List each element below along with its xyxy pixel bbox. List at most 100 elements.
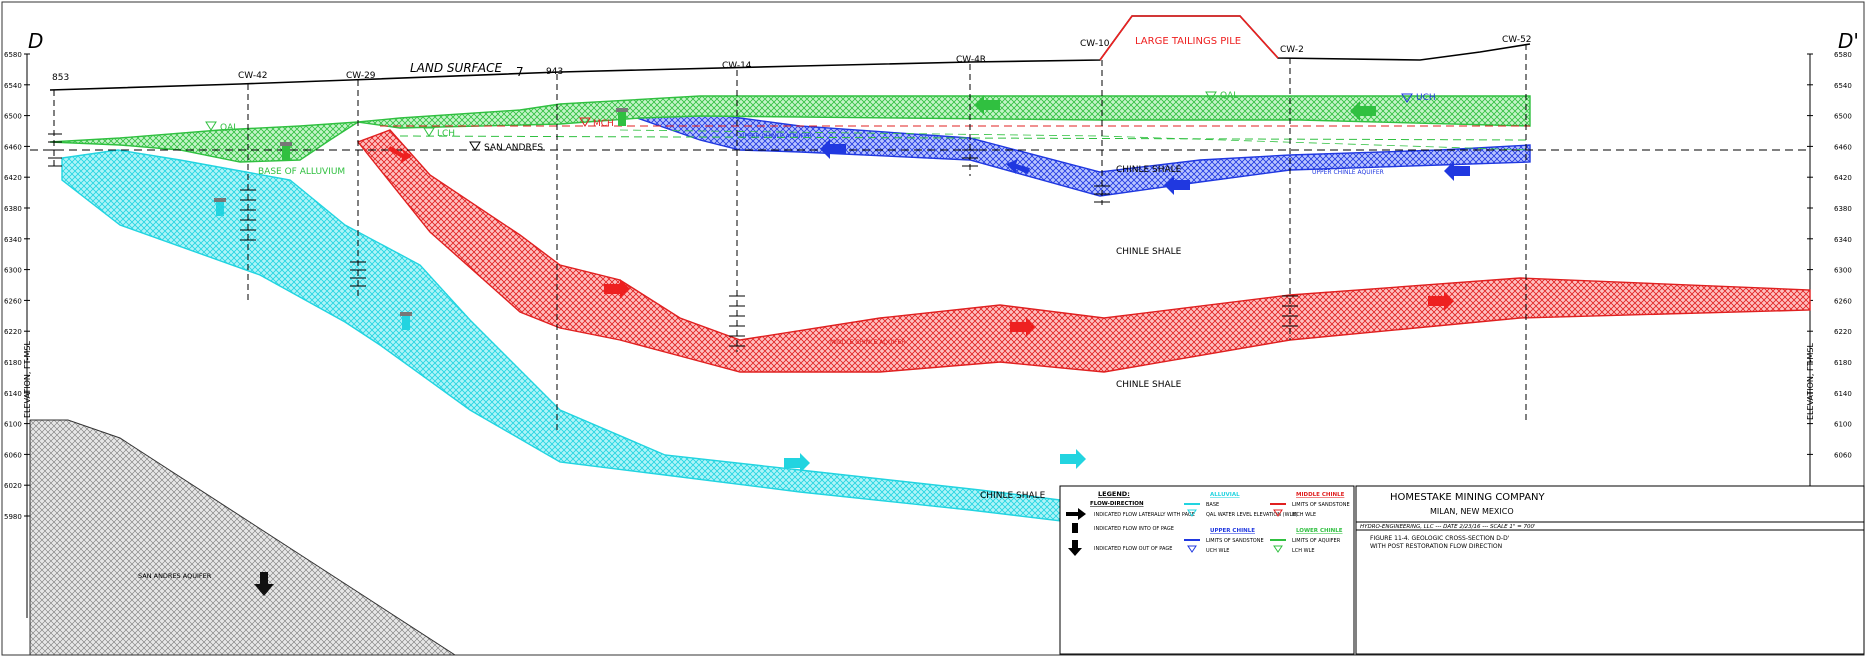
preparer-line: HYDRO-ENGINEERING, LLC --- DATE 2/23/16 …	[1360, 524, 1536, 530]
base-of-alluvium-label: BASE OF ALLUVIUM	[258, 167, 345, 177]
right-elevation-label: 6340	[1834, 236, 1852, 244]
right-elevation-label: 6060	[1834, 451, 1852, 459]
svg-text:QAL: QAL	[220, 123, 238, 133]
left-elevation-label: 5980	[4, 513, 22, 521]
svg-text:MCH: MCH	[593, 119, 614, 129]
left-elevation-label: 6540	[4, 82, 22, 90]
well-853: 853	[52, 73, 69, 170]
svg-text:QAL: QAL	[1220, 91, 1238, 101]
upper-chinle-aquifer	[619, 111, 1531, 197]
flow-arrow-icon	[388, 146, 1454, 337]
svg-text:LIMITS OF SANDSTONE: LIMITS OF SANDSTONE	[1206, 538, 1264, 544]
svg-text:943: 943	[546, 67, 563, 77]
san-andres-marker: SAN ANDRES	[469, 141, 543, 153]
lower-dashed-line	[619, 129, 1531, 151]
left-elevation-label: 6060	[4, 451, 22, 459]
figure-caption-line1: FIGURE 11-4. GEOLOGIC CROSS-SECTION D-D'	[1370, 535, 1510, 542]
left-elevation-label: 6180	[4, 359, 22, 367]
y-axis-title-right: ELEVATION, FT-MSL	[1806, 343, 1815, 420]
svg-text:CW-29: CW-29	[346, 71, 376, 81]
chinle-shale-label: CHINLE SHALE	[1116, 380, 1182, 390]
left-elevation-label: 6420	[4, 174, 22, 182]
left-elevation-label: 6380	[4, 205, 22, 213]
left-elevation-label: 6020	[4, 482, 22, 490]
middle-chinle-label: MIDDLE CHINLE AQUIFER	[830, 339, 906, 346]
flow-into-page-icon	[214, 108, 628, 330]
lch-level-line	[399, 135, 1531, 141]
left-elevation-label: 6500	[4, 113, 22, 121]
left-elevation-label: 6260	[4, 297, 22, 305]
legend-title: LEGEND:	[1098, 490, 1130, 498]
legend-into-page-icon	[1072, 523, 1078, 533]
svg-text:CW-52: CW-52	[1502, 35, 1532, 45]
svg-text:SAN ANDRES: SAN ANDRES	[484, 143, 543, 153]
company-location: MILAN, NEW MEXICO	[1430, 507, 1514, 516]
svg-text:MCH WLE: MCH WLE	[1292, 512, 1316, 518]
flow-arrow-icon	[820, 139, 1470, 195]
right-elevation-label: 6380	[1834, 205, 1852, 213]
well-cw-29: CW-29	[346, 71, 376, 300]
land-surface-line	[49, 15, 1531, 91]
left-elevation-label: 6140	[4, 390, 22, 398]
svg-text:LCH: LCH	[437, 129, 455, 139]
title-block: HOMESTAKE MINING COMPANY MILAN, NEW MEXI…	[1355, 485, 1865, 655]
screen-ticks	[48, 133, 1298, 347]
svg-text:CW-10: CW-10	[1080, 39, 1110, 49]
legend-alluvial-heading: ALLUVIAL	[1210, 492, 1240, 498]
left-elevation-label: 6460	[4, 143, 22, 151]
legend-box: LEGEND: FLOW-DIRECTION INDICATED FLOW LA…	[1059, 485, 1355, 655]
svg-text:CW-2: CW-2	[1280, 45, 1304, 55]
flow-arrow-icon	[974, 95, 1376, 121]
svg-text:QAL WATER LEVEL ELEVATION (WLE: QAL WATER LEVEL ELEVATION (WLE)	[1206, 512, 1297, 518]
right-elevation-label: 6140	[1834, 390, 1852, 398]
well-cw-2: CW-2	[1280, 45, 1304, 340]
left-elevation-label: 6300	[4, 267, 22, 275]
upper-chinle-label-right: UPPER CHINLE AQUIFER	[1312, 169, 1384, 176]
legend-middle-heading: MIDDLE CHINLE	[1296, 492, 1345, 498]
legend-flow-heading: FLOW-DIRECTION	[1090, 501, 1144, 507]
chinle-shale-label: CHINLE SHALE	[1116, 165, 1182, 175]
well-cw-52: CW-52	[1502, 35, 1532, 420]
alluvium-unit	[49, 95, 1531, 163]
land-surface-label: LAND SURFACE	[410, 61, 502, 75]
section-label-right: D'	[1838, 29, 1859, 53]
svg-text:UCH: UCH	[1416, 93, 1436, 103]
right-elevation-label: 6100	[1834, 421, 1852, 429]
svg-text:LIMITS OF SANDSTONE: LIMITS OF SANDSTONE	[1292, 502, 1350, 508]
right-elevation-label: 6420	[1834, 174, 1852, 182]
legend-lateral-arrow-icon	[1066, 508, 1086, 520]
right-elevation-label: 6500	[1834, 113, 1852, 121]
uch-marker: UCH	[1401, 93, 1436, 103]
legend-upper-heading: UPPER CHINLE	[1210, 528, 1255, 534]
right-elevation-axis: 6580 6540 6500 6460 6420 6380 6340 6300 6260 6220…	[1806, 51, 1852, 570]
svg-text:UCH WLE: UCH WLE	[1206, 548, 1229, 554]
left-elevation-axis: 6580 6540 6500 6460 6420 6380 6340 6300 6260 6220…	[4, 51, 32, 618]
well-cw-4r: CW-4R	[956, 55, 986, 176]
right-elevation-label: 6580	[1834, 51, 1852, 59]
lch-marker: LCH	[423, 127, 455, 139]
svg-text:INDICATED FLOW INTO OF PAGE: INDICATED FLOW INTO OF PAGE	[1094, 526, 1174, 532]
qal-marker-right: QAL	[1205, 91, 1238, 101]
y-axis-title-left: ELEVATION, FT-MSL	[23, 341, 32, 418]
company-name: HOMESTAKE MINING COMPANY	[1390, 492, 1546, 503]
right-elevation-label: 6540	[1834, 82, 1852, 90]
svg-text:LIMITS OF AQUIFER: LIMITS OF AQUIFER	[1292, 538, 1341, 544]
san-andres-aquifer-label: SAN ANDRES AQUIFER	[138, 572, 212, 580]
right-elevation-label: 6180	[1834, 359, 1852, 367]
right-elevation-label: 6300	[1834, 267, 1852, 275]
right-elevation-label: 6220	[1834, 328, 1852, 336]
chinle-shale-label: CHINLE SHALE	[1116, 247, 1182, 257]
left-elevation-label: 6580	[4, 51, 22, 59]
middle-chinle-aquifer	[356, 129, 1811, 373]
left-elevation-label: 6340	[4, 236, 22, 244]
svg-text:LCH WLE: LCH WLE	[1292, 548, 1315, 554]
well-cw-42: CW-42	[238, 71, 268, 300]
tailings-pile-label: LARGE TAILINGS PILE	[1135, 36, 1241, 47]
mch-marker: MCH	[579, 117, 614, 129]
flow-arrow-icon	[784, 449, 1086, 473]
tailings-pile-outline	[1099, 15, 1279, 61]
legend-lower-heading: LOWER CHINLE	[1296, 528, 1343, 534]
well-943: 943	[546, 67, 563, 430]
legend-out-page-icon	[1068, 540, 1082, 556]
